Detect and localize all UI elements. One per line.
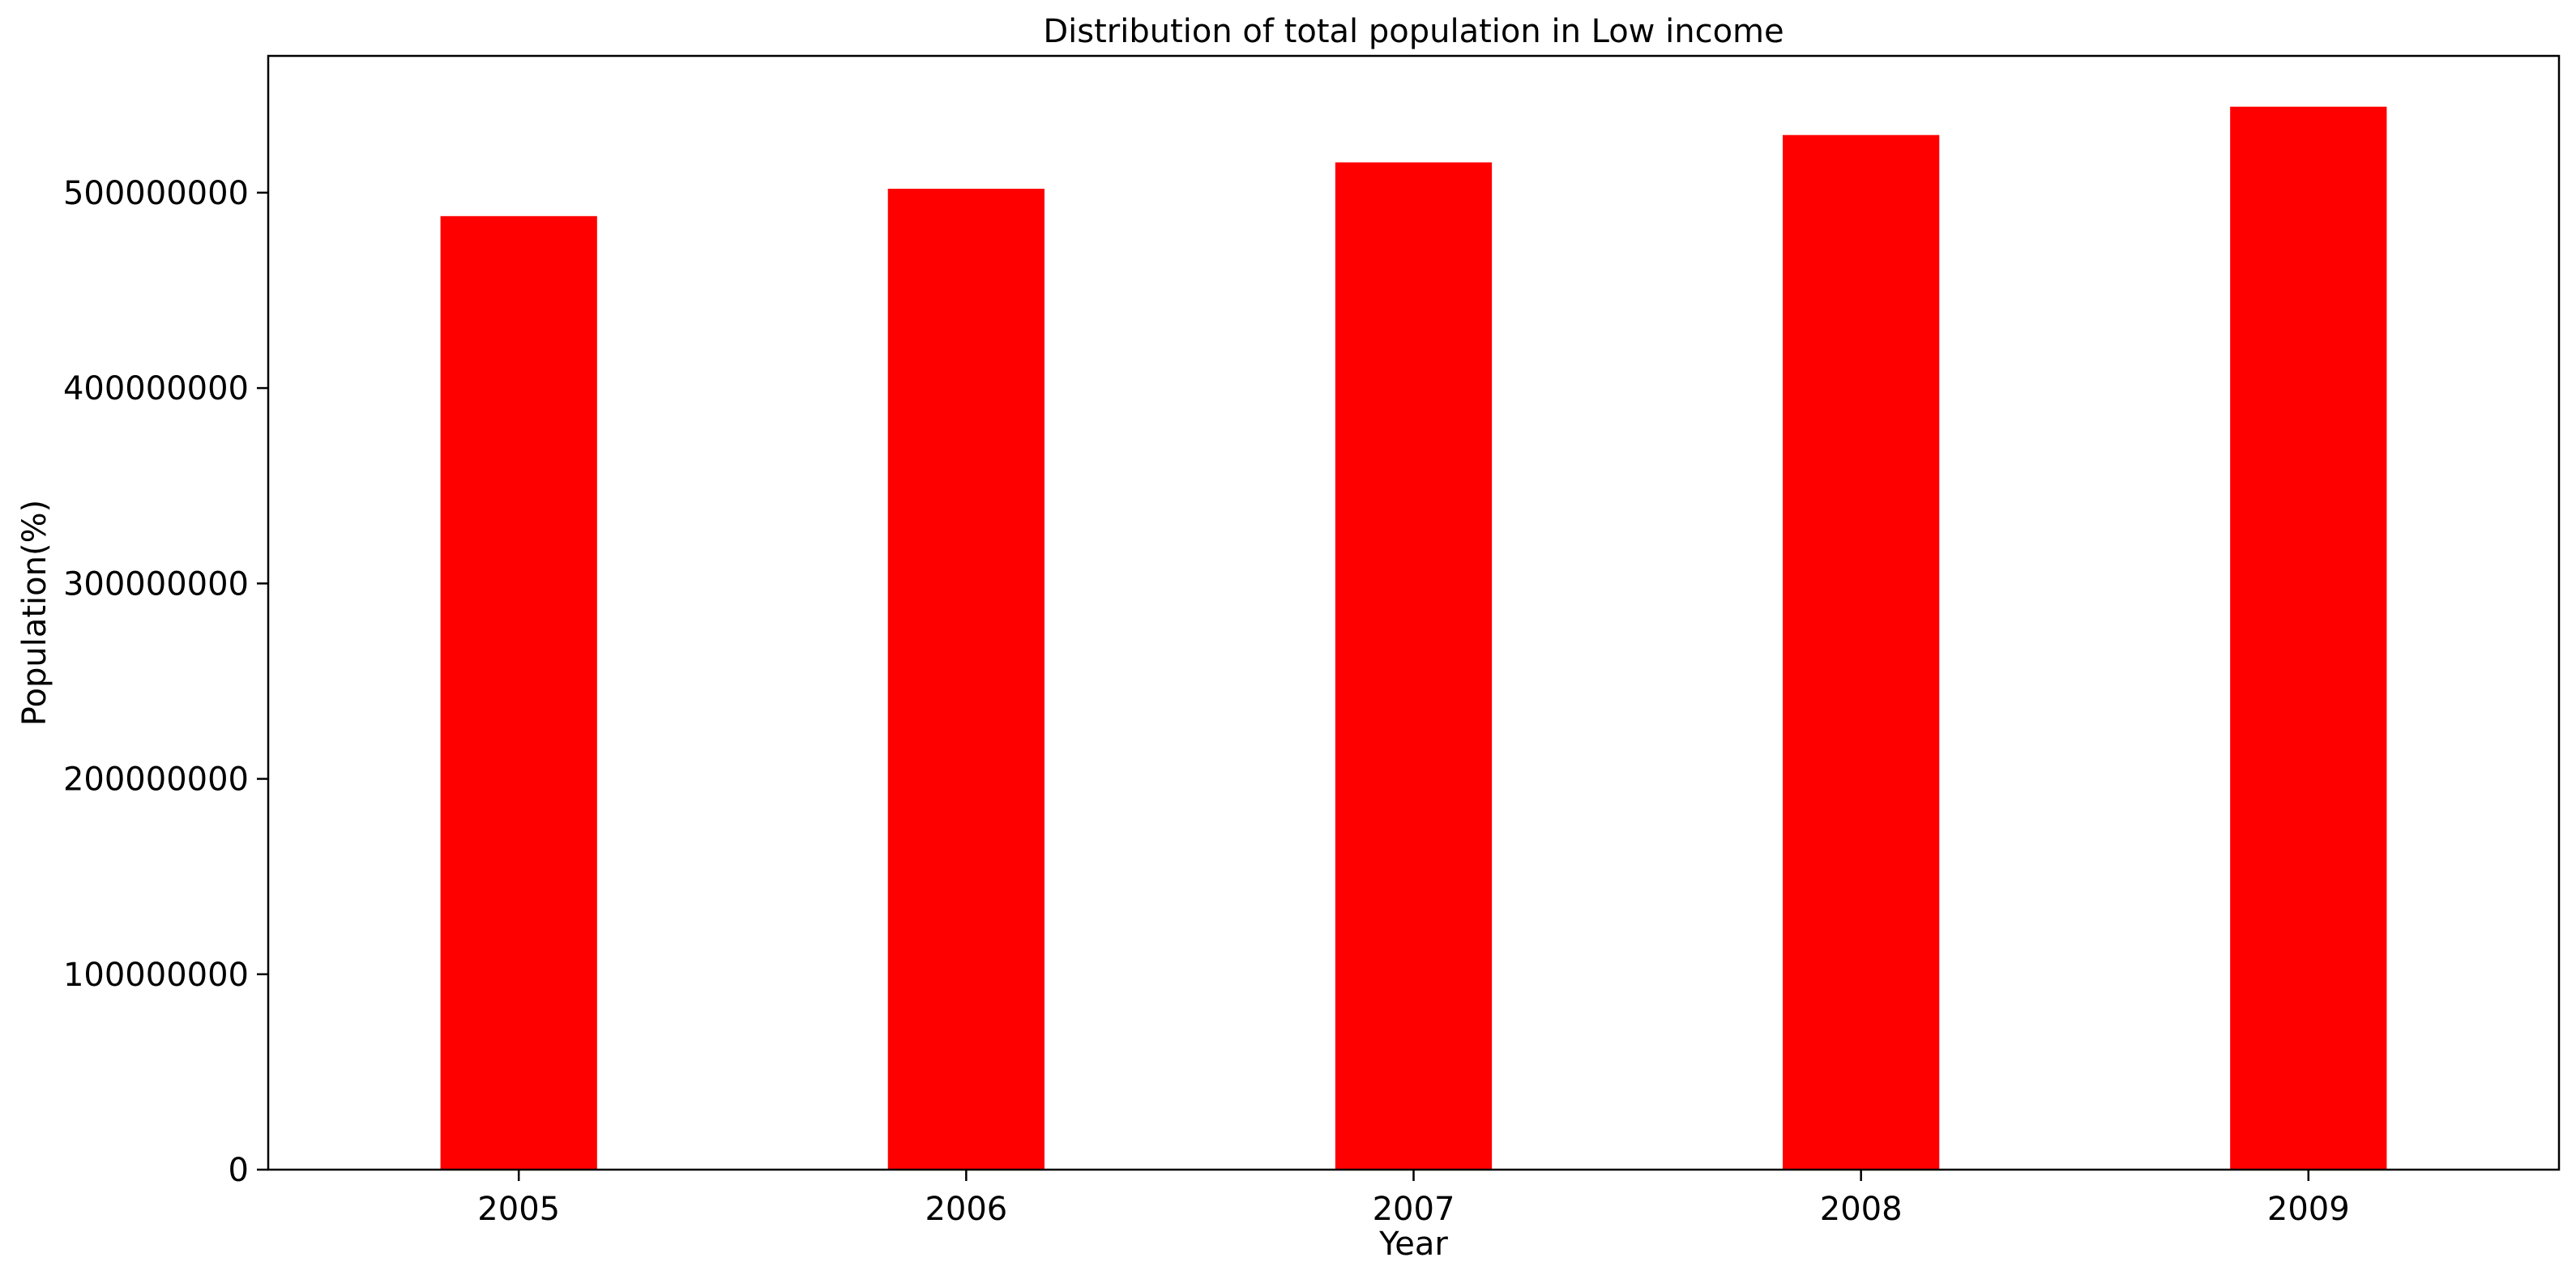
x-tick-label: 2009 [2267, 1191, 2350, 1228]
bar-2008 [1783, 134, 1940, 1170]
y-tick-label: 0 [229, 1152, 249, 1189]
x-axis-label: Year [1378, 1226, 1448, 1263]
chart-title: Distribution of total population in Low … [1043, 13, 1784, 50]
plot-area: 0 100000000 200000000 300000000 400000000 500… [63, 54, 2561, 1228]
x-tick-label: 2008 [1820, 1191, 1903, 1228]
x-tick-label: 2005 [477, 1191, 560, 1228]
bar-2006 [887, 189, 1044, 1170]
y-axis-label: Population(%) [16, 500, 53, 726]
y-tick-label: 100000000 [63, 957, 249, 994]
y-tick-label: 200000000 [63, 761, 249, 799]
bar-2005 [440, 215, 597, 1170]
x-tick-label: 2007 [1373, 1191, 1455, 1228]
y-tick-label: 500000000 [63, 175, 249, 212]
bar-2009 [2230, 106, 2387, 1170]
y-tick-label: 300000000 [63, 565, 249, 603]
y-tick-label: 400000000 [63, 370, 249, 407]
bar-2007 [1335, 162, 1493, 1170]
x-tick-label: 2006 [925, 1191, 1007, 1228]
